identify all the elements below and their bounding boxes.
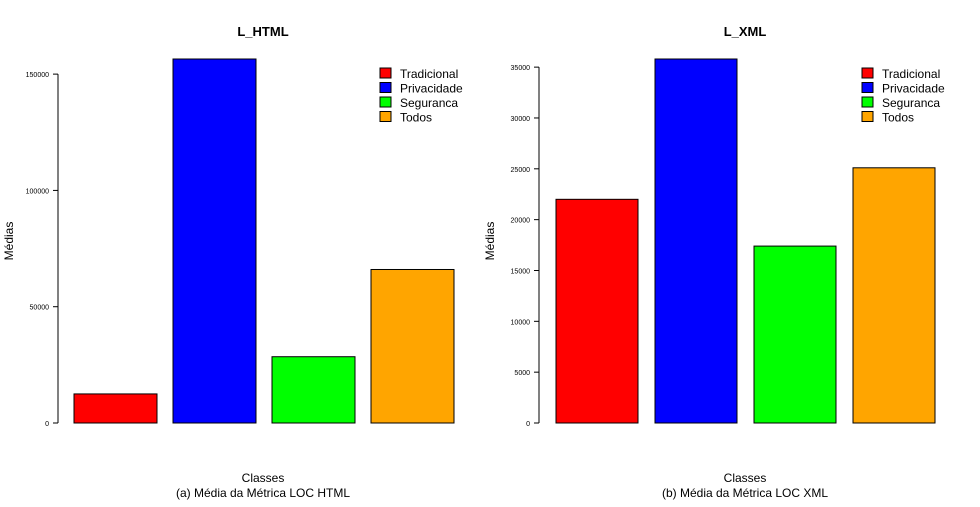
y-tick-label: 15000 [511, 268, 531, 275]
y-axis-label: Médias [483, 222, 497, 261]
y-tick-label: 10000 [511, 319, 531, 326]
legend-swatch [861, 67, 874, 79]
y-tick-label: 25000 [511, 167, 531, 174]
y-axis: 0 5000 10000 15000 20000 25000 30000 35000 [511, 65, 540, 428]
legend-label: Privacidade [400, 82, 463, 96]
bar-group [73, 58, 455, 424]
bar-tradicional [555, 198, 639, 424]
legend-label: Privacidade [882, 82, 945, 96]
y-tick-label: 35000 [511, 65, 531, 72]
bar-privacidade [654, 58, 738, 424]
legend-swatch [861, 82, 874, 93]
y-tick-label: 20000 [511, 218, 531, 225]
x-axis-label: Classes [724, 471, 767, 485]
y-tick-label: 0 [45, 421, 49, 428]
legend-swatch [379, 111, 392, 122]
legend-swatch [379, 67, 392, 79]
y-tick-label: 5000 [514, 370, 530, 377]
legend-swatch [379, 82, 392, 93]
bar-todos [852, 167, 936, 424]
bar-tradicional [73, 393, 158, 424]
legend-label: Tradicional [400, 67, 458, 81]
legend-label: Tradicional [882, 67, 940, 81]
bar-privacidade [172, 58, 257, 424]
chart-panel-l-html: L_HTML Médias Classes 0 50000 100000 150000… [2, 24, 463, 485]
x-axis-label: Classes [242, 471, 285, 485]
figure-caption-b: (b) Média da Métrica LOC XML [661, 486, 829, 500]
chart-panel-l-xml: L_XML Médias Classes 0 5000 10000 15000 2000… [483, 24, 945, 485]
bar-todos [370, 268, 455, 424]
legend-label: Seguranca [882, 96, 940, 110]
chart-title: L_XML [724, 24, 767, 39]
bar-group [555, 58, 936, 424]
y-tick-label: 30000 [511, 116, 531, 123]
y-axis: 0 50000 100000 150000 [26, 72, 59, 428]
chart-title: L_HTML [237, 24, 288, 39]
bar-seguranca [753, 245, 837, 424]
legend-swatch [379, 96, 392, 108]
legend-label: Todos [882, 111, 914, 125]
y-tick-label: 150000 [26, 72, 49, 79]
legend-label: Seguranca [400, 96, 458, 110]
figure-caption-a: (a) Média da Métrica LOC HTML [175, 486, 351, 500]
legend-swatch [861, 111, 874, 122]
y-tick-label: 50000 [30, 305, 50, 312]
legend-swatch [861, 96, 874, 108]
y-axis-label: Médias [2, 222, 16, 261]
y-tick-label: 0 [526, 421, 530, 428]
y-tick-label: 100000 [26, 188, 49, 195]
bar-seguranca [271, 356, 356, 424]
legend-label: Todos [400, 111, 432, 125]
